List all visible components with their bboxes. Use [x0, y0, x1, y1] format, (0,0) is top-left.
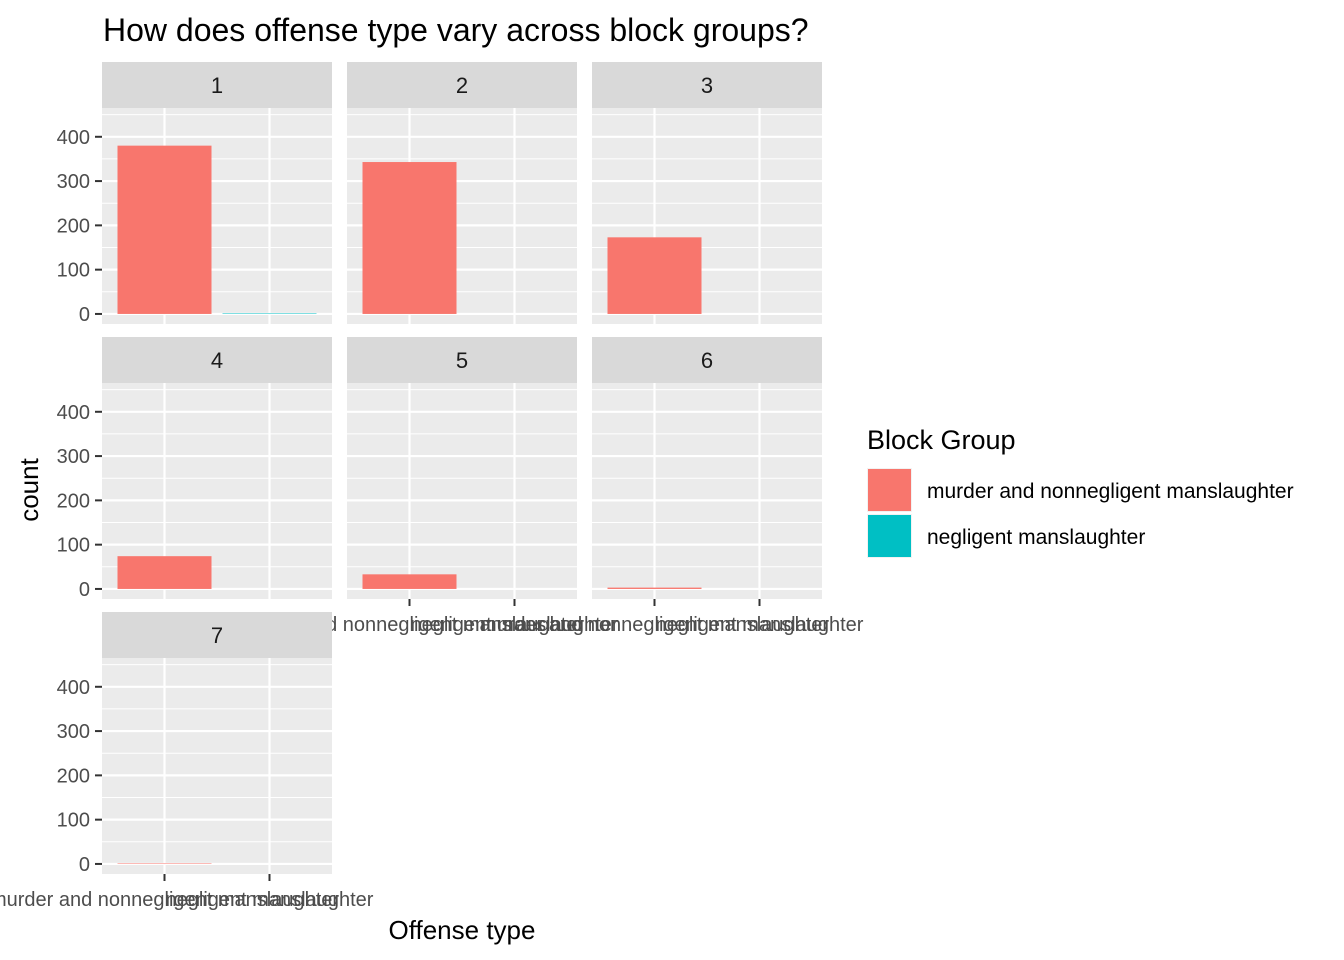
- y-tick-label: 300: [57, 721, 90, 743]
- bar-murder-nonnegligent: [362, 574, 457, 589]
- legend-key-swatch: [868, 515, 911, 557]
- facet-strip-label: 1: [211, 73, 223, 98]
- y-tick-label: 100: [57, 260, 90, 282]
- facet-strip: [347, 62, 577, 108]
- facet-strip: [102, 62, 332, 108]
- bar-murder-nonnegligent: [117, 145, 212, 314]
- y-tick-label: 100: [57, 810, 90, 832]
- facet-strip-label: 7: [211, 623, 223, 648]
- x-tick-label: murder and nonnegligent manslaughter: [480, 614, 829, 636]
- x-tick-label: negligent manslaughter: [411, 614, 619, 636]
- y-tick-label: 0: [79, 304, 90, 326]
- facet-strip-label: 3: [701, 73, 713, 98]
- facet-strip: [102, 612, 332, 658]
- y-tick-label: 0: [79, 854, 90, 876]
- facet-panel: [347, 383, 577, 599]
- y-axis-title: count: [14, 457, 44, 521]
- y-tick-label: 0: [79, 579, 90, 601]
- y-tick-label: 200: [57, 765, 90, 787]
- bar-negligent: [222, 313, 317, 315]
- x-axis-title: Offense type: [389, 915, 536, 945]
- x-tick-label: negligent manslaughter: [166, 889, 374, 911]
- facet-strip-label: 6: [701, 348, 713, 373]
- legend-label: murder and nonnegligent manslaughter: [927, 480, 1294, 503]
- bar-murder-nonnegligent: [362, 162, 457, 314]
- bar-murder-nonnegligent: [607, 587, 702, 589]
- bar-murder-nonnegligent: [117, 863, 212, 865]
- y-tick-label: 400: [57, 127, 90, 149]
- x-tick-label: murder and nonnegligent manslaughter: [0, 889, 339, 911]
- y-tick-label: 200: [57, 490, 90, 512]
- legend-key-swatch: [868, 469, 911, 511]
- facet-strip: [102, 337, 332, 383]
- bar-murder-nonnegligent: [117, 556, 212, 589]
- facet-strip-label: 2: [456, 73, 468, 98]
- y-tick-label: 100: [57, 535, 90, 557]
- facet-strip: [592, 62, 822, 108]
- y-tick-label: 200: [57, 215, 90, 237]
- facet-strip-label: 4: [211, 348, 223, 373]
- y-tick-label: 400: [57, 402, 90, 424]
- facet-strip: [347, 337, 577, 383]
- facet-strip: [592, 337, 822, 383]
- bar-murder-nonnegligent: [607, 237, 702, 314]
- legend-title: Block Group: [867, 425, 1016, 455]
- y-tick-label: 400: [57, 677, 90, 699]
- chart-title: How does offense type vary across block …: [103, 12, 809, 48]
- facet-panel: [102, 658, 332, 874]
- facet-panel: [592, 383, 822, 599]
- x-tick-label: negligent manslaughter: [656, 614, 864, 636]
- facet-strip-label: 5: [456, 348, 468, 373]
- legend-label: negligent manslaughter: [927, 526, 1145, 549]
- y-tick-label: 300: [57, 446, 90, 468]
- y-tick-label: 300: [57, 171, 90, 193]
